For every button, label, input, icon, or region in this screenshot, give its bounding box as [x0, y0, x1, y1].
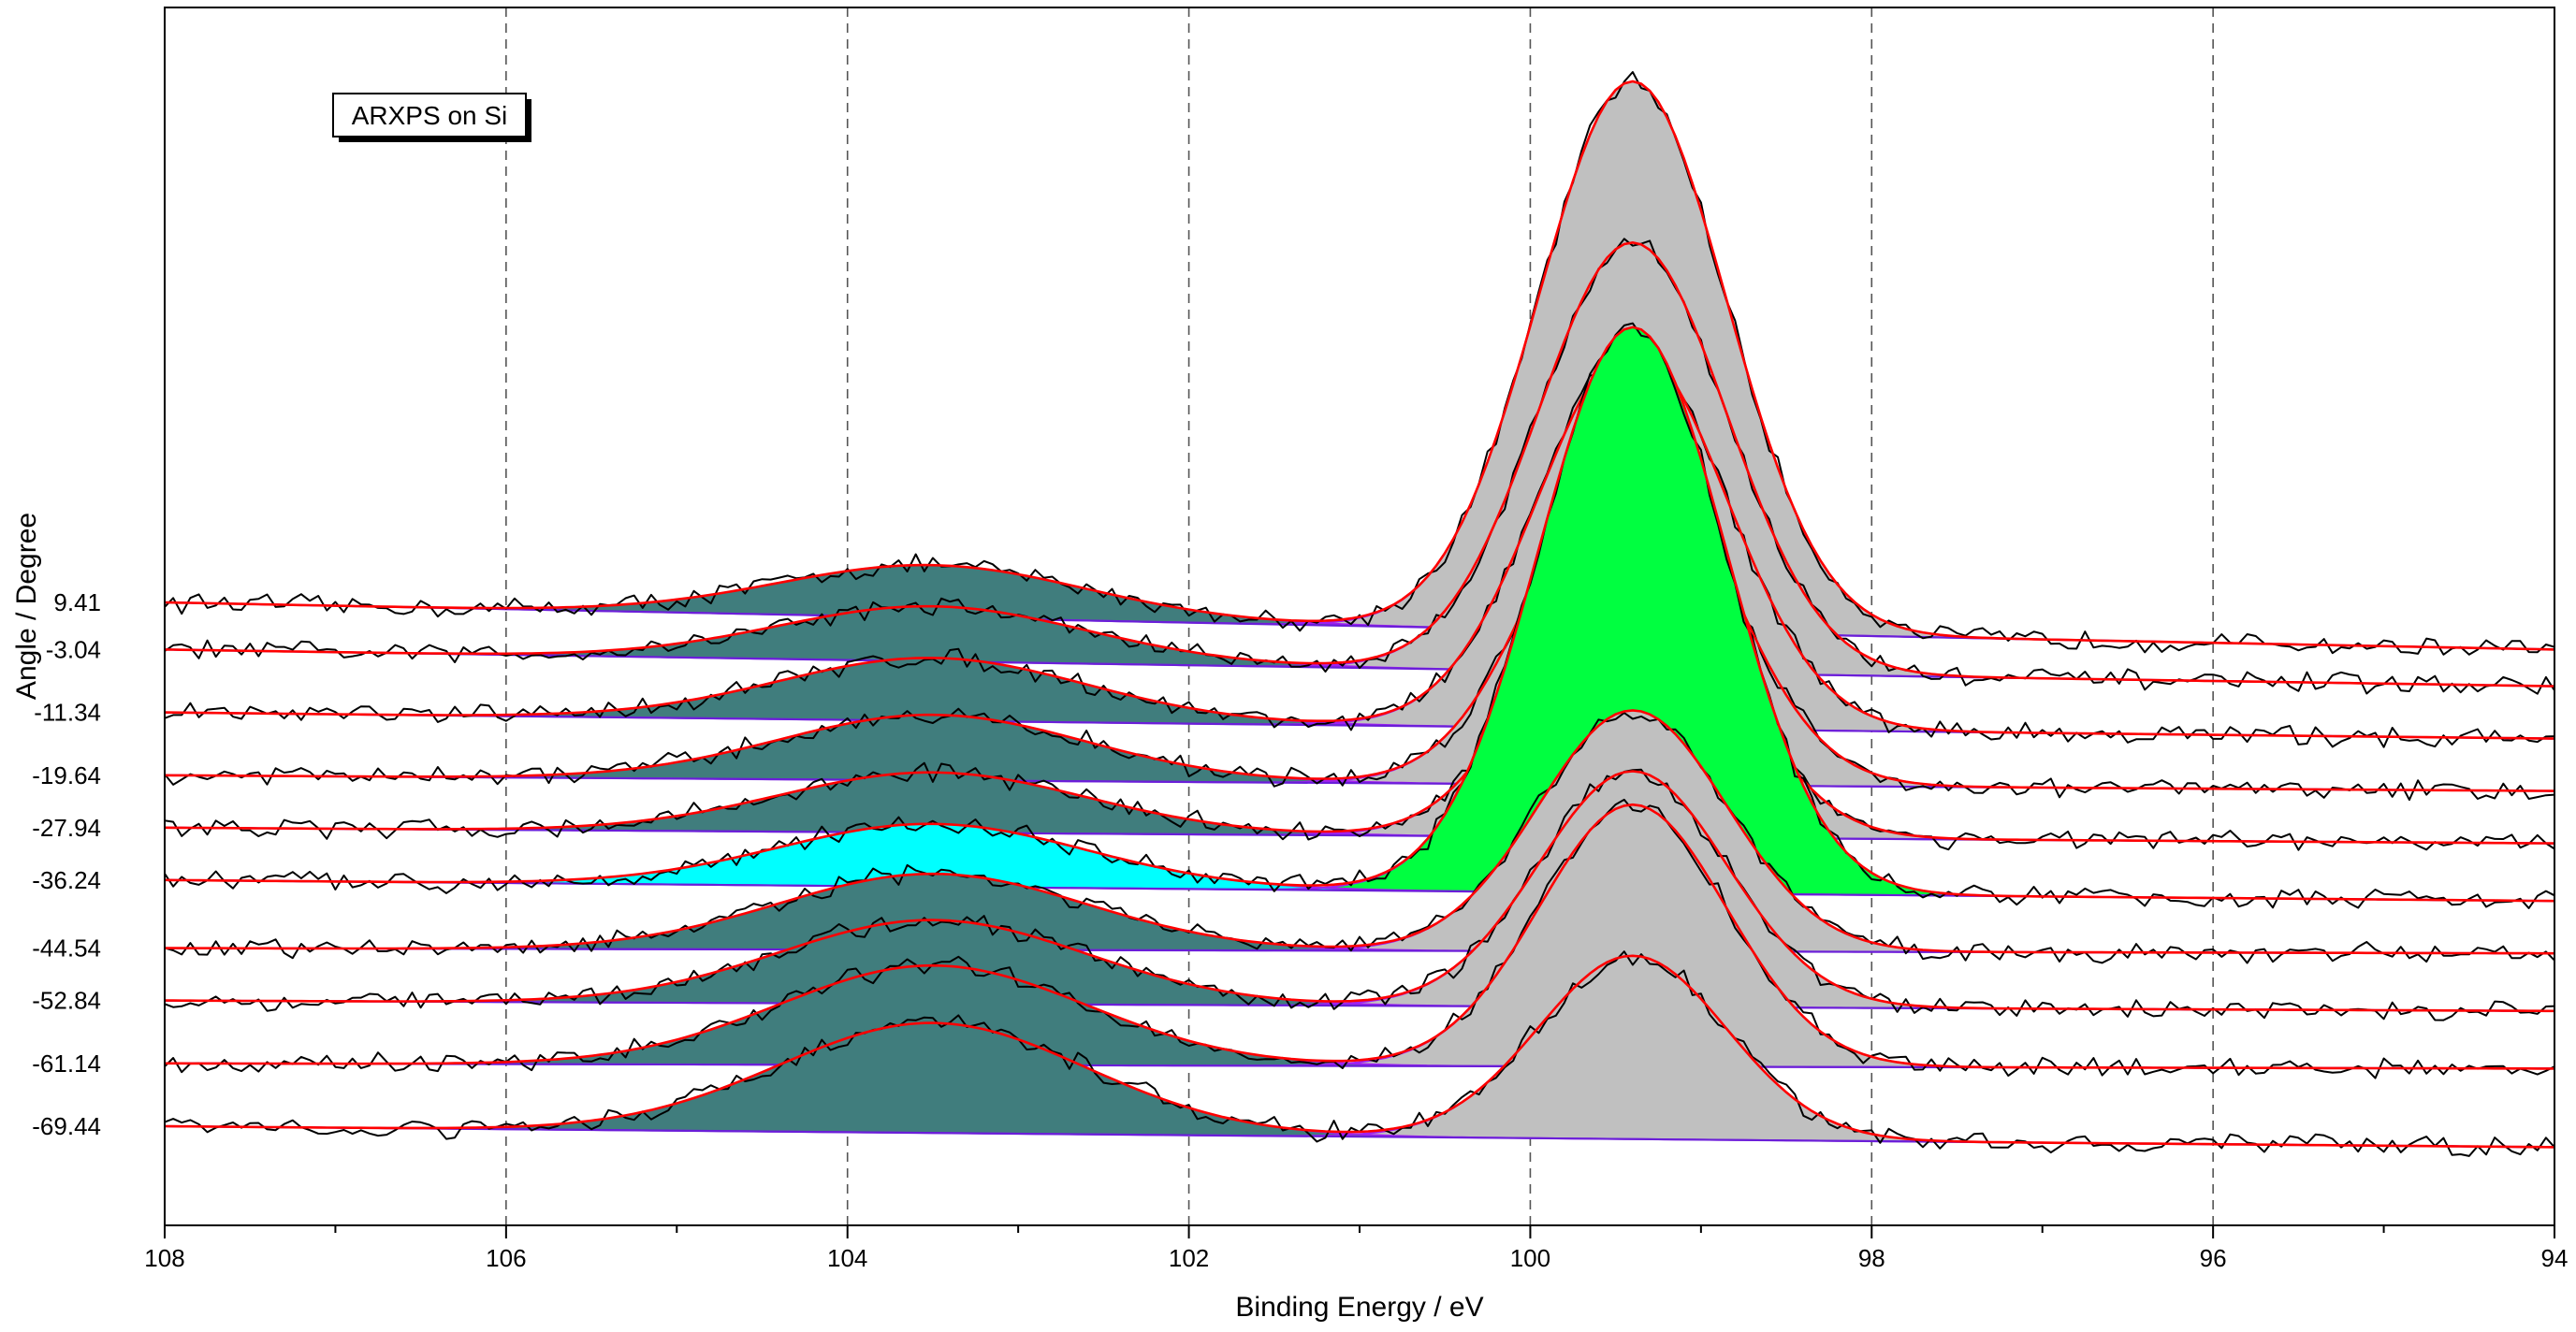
spectra-layer [165, 71, 2554, 1157]
series-angle-label: -36.24 [32, 866, 101, 894]
series-angle-labels: 9.41 -3.04 -11.34 -19.64 -27.94 -36.24 -44.54 -… [32, 588, 101, 1140]
x-tick-label: 104 [827, 1244, 867, 1272]
oxide-component-area [165, 823, 2554, 902]
spectrum-1 [165, 238, 2554, 695]
series-angle-label: -27.94 [32, 814, 101, 842]
annotation-text: ARXPS on Si [352, 101, 508, 130]
x-tick-label: 108 [144, 1244, 184, 1272]
x-tick-label: 98 [1858, 1244, 1885, 1272]
x-axis: 108 106 104 102 100 98 96 94 [144, 1225, 2568, 1272]
x-tick-label: 94 [2541, 1244, 2569, 1272]
x-tick-label: 100 [1510, 1244, 1550, 1272]
oxide-component-area [165, 715, 2554, 791]
series-angle-label: -19.64 [32, 761, 101, 789]
series-angle-label: -11.34 [34, 699, 101, 727]
spectrum-8 [165, 798, 2554, 1079]
series-angle-label: 9.41 [53, 588, 101, 616]
fit-envelope [165, 954, 2554, 1149]
annotation-box: ARXPS on Si [332, 93, 531, 142]
y-axis-title: Angle / Degree [11, 513, 42, 700]
fit-envelope [165, 344, 2554, 740]
fit-envelope [165, 240, 2554, 688]
oxide-component-area [165, 965, 2554, 1069]
series-angle-label: -69.44 [32, 1112, 101, 1140]
spectrum-4 [165, 528, 2554, 851]
raw-data-trace [165, 238, 2554, 695]
series-angle-label: -3.04 [46, 635, 101, 663]
spectrum-2 [165, 337, 2554, 748]
spectrum-0 [165, 71, 2554, 656]
x-axis-title: Binding Energy / eV [1235, 1292, 1483, 1323]
raw-data-trace [165, 768, 2554, 1021]
fit-envelope [165, 803, 2554, 1070]
x-tick-label: 96 [2200, 1244, 2227, 1272]
x-tick-label: 102 [1169, 1244, 1209, 1272]
spectrum-9 [165, 950, 2554, 1157]
oxide-component-area [165, 772, 2554, 844]
fit-envelope [165, 438, 2554, 792]
fit-envelope [165, 80, 2554, 651]
raw-data-trace [165, 441, 2554, 802]
oxide-component-area [165, 919, 2554, 1011]
oxide-component-area [165, 1022, 2554, 1148]
series-angle-label: -44.54 [32, 934, 101, 963]
fit-envelope [165, 709, 2554, 955]
fit-envelope [165, 531, 2554, 845]
raw-data-trace [165, 71, 2554, 656]
series-angle-label: -61.14 [32, 1050, 101, 1078]
spectrum-5 [165, 322, 2554, 909]
oxide-component-area [165, 874, 2554, 954]
spectrum-7 [165, 768, 2554, 1021]
fit-envelope [165, 770, 2554, 1013]
x-tick-label: 106 [486, 1244, 526, 1272]
series-angle-label: -52.84 [32, 987, 101, 1015]
raw-data-trace [165, 322, 2554, 909]
fit-envelope [165, 326, 2554, 903]
spectrum-3 [165, 438, 2554, 802]
spectrum-6 [165, 709, 2554, 964]
